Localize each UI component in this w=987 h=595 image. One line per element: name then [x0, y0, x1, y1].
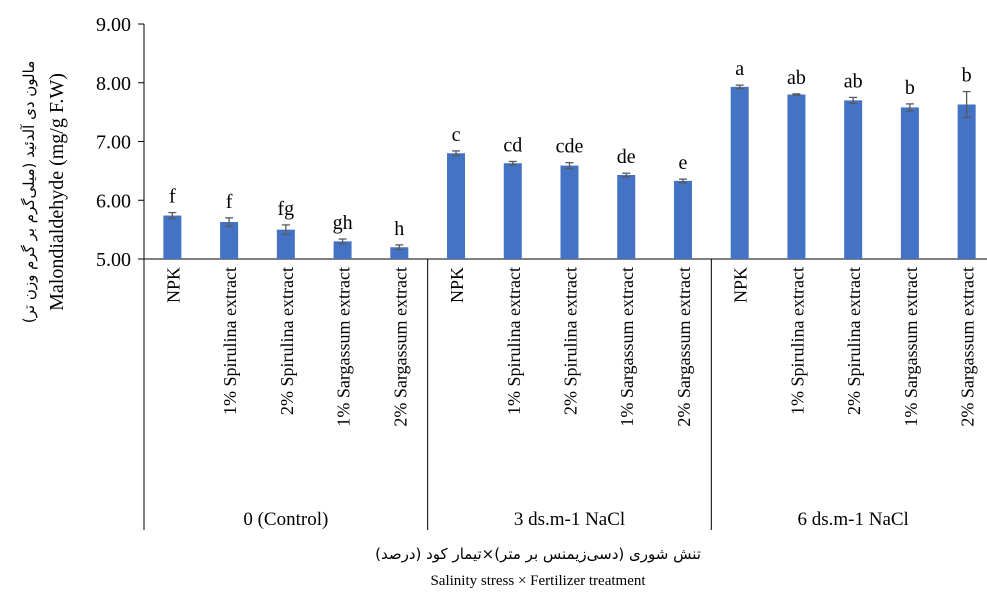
significance-letter: f — [169, 186, 176, 208]
category-label: NPK — [447, 267, 467, 303]
significance-letter: a — [735, 58, 744, 80]
significance-letter: fg — [277, 198, 294, 220]
significance-letter: h — [394, 218, 404, 240]
y-tick-label: 8.00 — [96, 73, 131, 95]
group-label: 3 ds.m-1 NaCl — [514, 509, 625, 530]
significance-letter: ab — [844, 70, 863, 92]
significance-letter: cde — [556, 136, 584, 158]
bar — [560, 165, 579, 259]
category-label: 1% Spirulina extract — [504, 267, 524, 415]
group-label: 6 ds.m-1 NaCl — [797, 509, 908, 530]
bar — [787, 94, 806, 259]
category-label: 1% Sargassum extract — [617, 267, 637, 427]
category-label: 1% Sargassum extract — [901, 267, 921, 427]
category-label: NPK — [163, 267, 183, 303]
group-label: 0 (Control) — [243, 509, 328, 530]
bar — [503, 163, 522, 259]
significance-letters: f f fg gh h c cd cde de e a ab ab b b — [169, 58, 972, 240]
y-tick-label: 6.00 — [96, 190, 131, 212]
bar — [617, 174, 636, 259]
bars — [163, 86, 976, 259]
category-label: 1% Spirulina extract — [220, 267, 240, 415]
significance-letter: e — [679, 152, 688, 174]
bar — [730, 86, 749, 259]
y-axis-title-fa: مالون دی آلدئید (میلی‌گرم بر گرم وزن تر) — [20, 61, 38, 323]
significance-letter: de — [617, 146, 636, 168]
bar — [900, 107, 919, 259]
y-tick-label: 5.00 — [96, 249, 131, 271]
x-axis-title-fa: تنش شوری (دسی‌زیمنس بر متر)×تیمار کود (د… — [375, 545, 701, 563]
group-labels: 0 (Control) 3 ds.m-1 NaCl 6 ds.m-1 NaCl — [243, 509, 908, 530]
category-label: 2% Spirulina extract — [561, 267, 581, 415]
significance-letter: gh — [333, 212, 353, 234]
x-axis-title: Salinity stress × Fertilizer treatment — [430, 573, 646, 589]
category-label: 1% Spirulina extract — [787, 267, 807, 415]
category-labels: NPK 1% Spirulina extract 2% Spirulina extr… — [163, 267, 977, 427]
y-tick-label: 7.00 — [96, 132, 131, 154]
category-label: 2% Sargassum extract — [674, 267, 694, 427]
error-bars — [168, 84, 971, 251]
significance-letter: c — [452, 124, 461, 146]
bar — [333, 241, 352, 259]
significance-letter: ab — [787, 67, 806, 89]
bar — [844, 100, 863, 259]
category-label: 2% Spirulina extract — [277, 267, 297, 415]
category-label: 2% Spirulina extract — [844, 267, 864, 415]
bar — [276, 229, 295, 259]
category-label: 1% Sargassum extract — [334, 267, 354, 427]
y-axis-title: Malondialdehyde (mg/g F.W) — [46, 73, 68, 311]
bar — [390, 247, 409, 259]
y-tick-label: 9.00 — [96, 14, 131, 36]
category-label: 2% Sargassum extract — [958, 267, 978, 427]
significance-letter: f — [226, 191, 233, 213]
bar — [957, 104, 976, 259]
significance-letter: cd — [503, 134, 522, 156]
bar — [163, 215, 182, 259]
significance-letter: b — [962, 65, 972, 87]
bar — [673, 180, 692, 259]
category-label: NPK — [731, 267, 751, 303]
bar — [447, 153, 466, 259]
significance-letter: b — [905, 77, 915, 99]
bar — [220, 221, 239, 259]
category-label: 2% Sargassum extract — [390, 267, 410, 427]
